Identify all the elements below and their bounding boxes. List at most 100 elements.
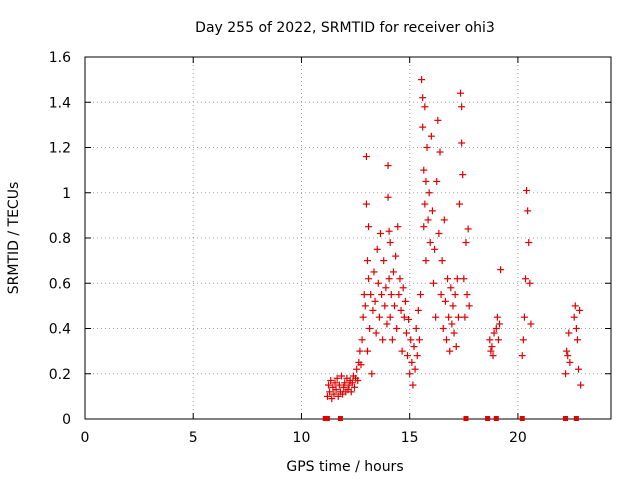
data-point — [488, 343, 496, 351]
data-point — [518, 352, 526, 360]
data-point — [369, 306, 377, 314]
data-point — [400, 313, 408, 321]
data-point — [378, 291, 386, 299]
x-axis-label: GPS time / hours — [286, 459, 403, 475]
data-point — [458, 139, 466, 147]
data-point — [457, 89, 465, 97]
data-point — [492, 325, 500, 332]
data-point — [411, 365, 419, 373]
data-point — [385, 227, 393, 235]
data-point — [572, 325, 580, 332]
data-point — [384, 193, 392, 201]
data-point — [331, 379, 339, 387]
data-point — [375, 313, 383, 321]
data-point — [421, 200, 429, 208]
data-point — [363, 347, 371, 355]
data-point — [335, 381, 343, 389]
data-point — [419, 123, 427, 131]
data-point — [379, 336, 387, 344]
y-tick-label: 0.4 — [49, 322, 71, 338]
data-point — [365, 275, 373, 283]
data-point — [407, 336, 415, 344]
y-tick-label: 1.4 — [49, 95, 71, 111]
data-point — [575, 365, 583, 373]
data-point — [357, 361, 365, 369]
data-point — [330, 390, 338, 398]
data-point — [496, 320, 504, 328]
data-point — [372, 329, 380, 337]
data-point — [447, 284, 455, 292]
data-point — [524, 207, 532, 215]
data-point — [446, 347, 454, 355]
data-point — [354, 377, 362, 385]
data-point — [426, 239, 434, 247]
y-tick-label: 1 — [62, 186, 71, 202]
data-point — [486, 336, 494, 344]
data-point — [365, 223, 373, 231]
data-point — [374, 279, 382, 287]
data-point — [371, 297, 379, 305]
data-point — [436, 148, 444, 156]
data-point — [338, 372, 346, 380]
data-point — [334, 392, 342, 400]
data-point — [347, 388, 355, 396]
data-point — [386, 313, 394, 321]
data-point — [431, 245, 439, 253]
data-point — [393, 325, 401, 332]
data-point — [452, 343, 460, 351]
data-point — [359, 313, 367, 321]
zero-marker — [493, 416, 499, 421]
data-point — [417, 291, 425, 299]
data-point — [458, 103, 466, 111]
data-point — [565, 329, 573, 337]
data-point — [563, 347, 571, 355]
data-point — [519, 336, 527, 344]
data-point — [394, 223, 402, 231]
data-point — [453, 275, 461, 283]
data-point — [348, 379, 356, 387]
data-point — [440, 216, 448, 224]
data-point — [392, 252, 400, 260]
data-point — [413, 352, 421, 360]
data-point — [420, 166, 428, 174]
axis-ticks: 0 0.2 0.4 0.6 0.8 1 1.2 1.4 1.6 0 5 10 15 20 — [49, 50, 611, 446]
zero-marker — [563, 416, 569, 421]
data-point — [420, 223, 428, 231]
data-point — [487, 347, 495, 355]
data-point — [451, 291, 459, 299]
data-point — [493, 313, 501, 321]
data-point — [439, 325, 447, 332]
data-point — [573, 336, 581, 344]
data-point — [397, 306, 405, 314]
data-point — [423, 144, 431, 151]
data-point — [464, 225, 472, 233]
data-point — [438, 257, 446, 265]
data-point — [380, 257, 388, 265]
data-point — [461, 313, 469, 321]
data-point — [441, 297, 449, 305]
data-point — [361, 302, 369, 310]
data-point — [350, 383, 358, 391]
data-point — [520, 313, 528, 321]
zero-marker — [463, 416, 469, 421]
data-point — [422, 257, 430, 265]
data-point — [564, 352, 572, 360]
zero-marker — [485, 416, 491, 421]
data-point — [353, 365, 361, 373]
data-point — [323, 392, 331, 400]
data-point — [384, 162, 392, 170]
data-point — [405, 315, 413, 323]
data-point — [396, 275, 404, 283]
data-point — [333, 374, 341, 382]
y-tick-label: 1.2 — [49, 141, 71, 157]
data-point — [445, 313, 453, 321]
data-point — [570, 313, 578, 321]
data-point — [402, 329, 410, 337]
data-point — [389, 268, 397, 276]
zero-markers — [322, 416, 579, 421]
data-point — [418, 76, 426, 84]
data-point — [362, 200, 370, 208]
data-point — [332, 386, 340, 394]
